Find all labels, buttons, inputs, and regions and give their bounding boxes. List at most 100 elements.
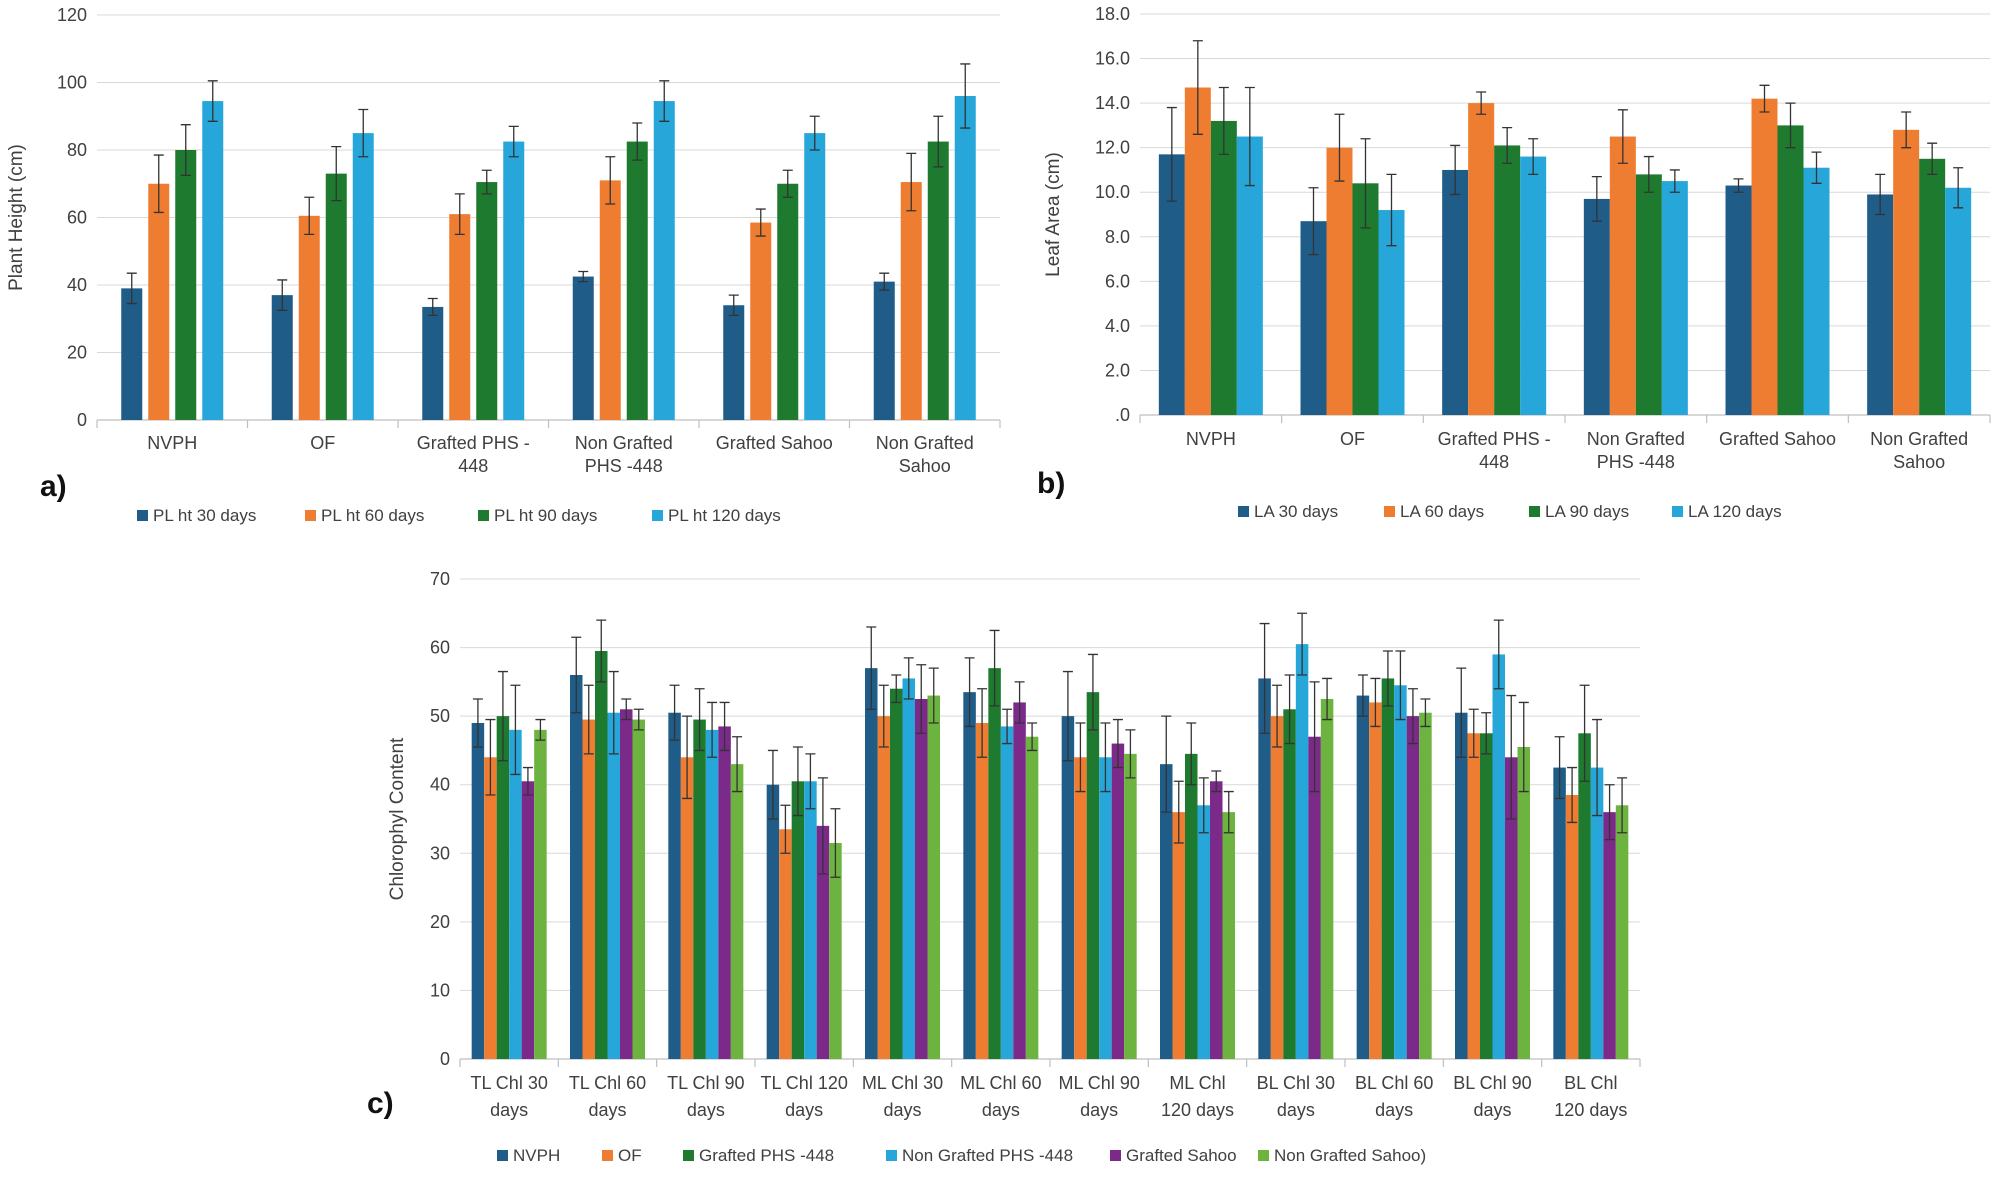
x-tick-label: OF	[310, 433, 335, 453]
y-tick-label: 0	[77, 410, 87, 430]
error-bar	[732, 736, 743, 793]
x-tick-label: days	[490, 1100, 528, 1120]
error-bar	[510, 684, 521, 776]
bar	[804, 781, 817, 1059]
error-bar	[1211, 770, 1222, 793]
bar	[1406, 716, 1420, 1059]
y-tick-label: 40	[67, 275, 87, 295]
error-bar	[1370, 677, 1381, 728]
y-tick-label: 20	[67, 343, 87, 363]
bar	[202, 101, 224, 420]
y-tick-label: .0	[1115, 405, 1130, 425]
bar	[865, 668, 878, 1059]
bar	[582, 719, 595, 1059]
error-bar	[596, 619, 607, 683]
y-tick-label: 80	[67, 140, 87, 160]
x-tick-label: TL Chl 60	[569, 1073, 646, 1093]
error-bar	[1592, 718, 1603, 817]
bar	[1222, 812, 1235, 1059]
legend-label: LA 90 days	[1545, 502, 1629, 521]
bar	[1160, 764, 1173, 1059]
y-tick-label: 2.0	[1105, 360, 1130, 380]
error-bar	[621, 698, 632, 721]
y-tick-label: 100	[57, 73, 87, 93]
bar	[298, 215, 320, 420]
error-bar	[1386, 173, 1397, 247]
y-axis-title: Plant Height (cm)	[6, 144, 27, 291]
x-tick-label: TL Chl 90	[667, 1073, 744, 1093]
bar	[1172, 812, 1185, 1059]
error-bar	[1161, 715, 1172, 813]
error-bar	[1901, 111, 1912, 149]
error-bar	[180, 124, 191, 176]
bar	[1369, 702, 1382, 1059]
x-tick-label: TL Chl 30	[470, 1073, 547, 1093]
bar	[723, 305, 745, 420]
chart-c: 0 10 20 30 40 50 60 70 Chlorophyl Content TL Chl …	[367, 569, 1641, 1165]
legend-label: PL ht 120 days	[668, 506, 781, 525]
legend-label: NVPH	[513, 1146, 560, 1165]
bar	[148, 183, 170, 420]
error-bar	[1468, 708, 1479, 758]
legend-label: LA 30 days	[1254, 502, 1338, 521]
error-bar	[522, 766, 533, 796]
error-bar	[1062, 670, 1073, 762]
error-bar	[126, 272, 137, 305]
error-bar	[1014, 681, 1025, 724]
error-bar	[780, 804, 791, 854]
bar	[1467, 733, 1480, 1059]
bar	[779, 829, 792, 1059]
legend-swatch	[886, 1150, 897, 1161]
x-tick-label: Non Grafted	[1587, 429, 1685, 449]
error-bar	[632, 122, 643, 161]
error-bar	[1481, 712, 1492, 755]
chart-a: 0 20 40 60 80 100 120 Plant Height (cm) NVPH OF Gr…	[6, 5, 1001, 525]
bar	[1381, 678, 1395, 1059]
x-tick-label: ML Chl 30	[862, 1073, 943, 1093]
error-bar	[728, 294, 739, 317]
y-axis-title: Leaf Area (cm)	[1043, 152, 1064, 277]
x-tick-label: days	[687, 1100, 725, 1120]
error-bar	[682, 715, 693, 800]
y-tick-label: 8.0	[1105, 227, 1130, 247]
x-tick-label: BL Chl 90	[1453, 1073, 1531, 1093]
error-bar	[1811, 151, 1822, 184]
bar	[653, 101, 675, 420]
bar	[1661, 181, 1688, 415]
error-bar	[719, 701, 730, 752]
bar	[1520, 156, 1547, 416]
y-tick-label: 60	[430, 638, 450, 658]
legend-label: LA 60 days	[1400, 502, 1484, 521]
error-bar	[964, 657, 975, 728]
bar	[1803, 167, 1830, 415]
error-bar	[1322, 677, 1333, 721]
bar	[1615, 805, 1629, 1059]
error-bar	[1395, 650, 1406, 721]
error-bar	[830, 808, 841, 878]
bar	[1013, 702, 1026, 1059]
error-bar	[1450, 144, 1461, 196]
error-bar	[1334, 113, 1345, 182]
error-bar	[805, 753, 816, 810]
error-bar	[454, 193, 465, 236]
y-tick-label: 12.0	[1095, 138, 1130, 158]
bar	[705, 729, 719, 1059]
error-bar	[1669, 169, 1680, 193]
error-bar	[1223, 790, 1234, 834]
error-bar	[1493, 619, 1504, 690]
error-bar	[977, 688, 988, 758]
error-bar	[817, 777, 828, 875]
x-tick-label: PHS -448	[585, 456, 663, 476]
bar	[873, 281, 895, 420]
bar	[1210, 781, 1223, 1059]
y-axis-title: Chlorophyl Content	[387, 737, 408, 900]
error-bar	[1272, 684, 1283, 748]
legend-label: PL ht 90 days	[494, 506, 597, 525]
bar	[1086, 692, 1100, 1059]
bar	[1185, 753, 1198, 1059]
bar	[1210, 120, 1237, 415]
bar	[900, 182, 922, 420]
bar	[484, 757, 497, 1059]
error-bar	[508, 125, 519, 158]
